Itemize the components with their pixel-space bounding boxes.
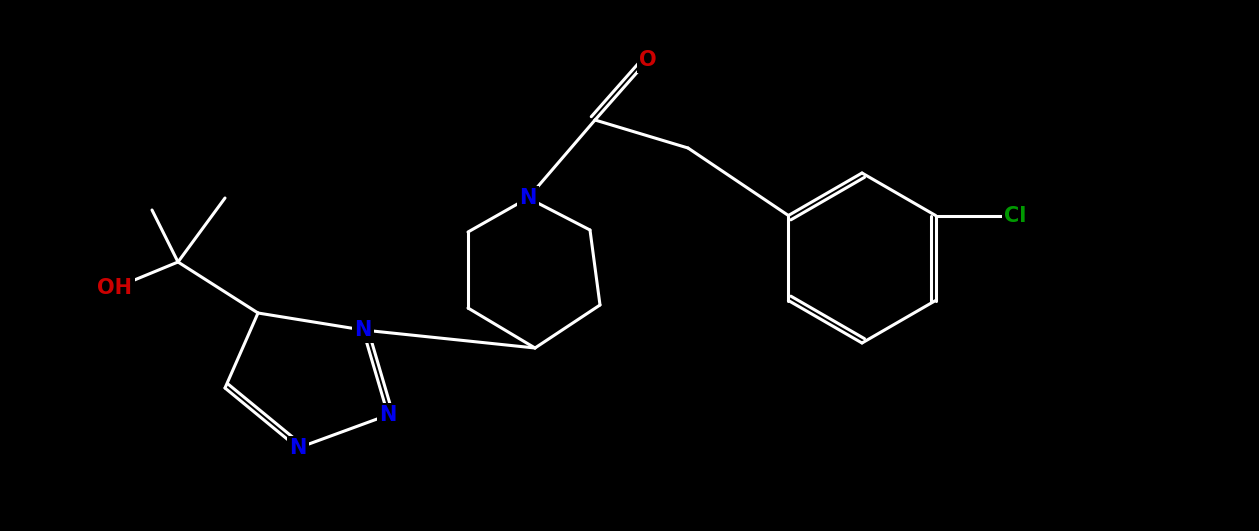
Text: N: N — [290, 438, 307, 458]
Text: N: N — [519, 188, 536, 208]
Text: O: O — [640, 50, 657, 70]
Text: N: N — [379, 405, 397, 425]
Text: OH: OH — [97, 278, 132, 298]
Text: N: N — [354, 320, 371, 340]
Text: Cl: Cl — [1005, 205, 1027, 226]
